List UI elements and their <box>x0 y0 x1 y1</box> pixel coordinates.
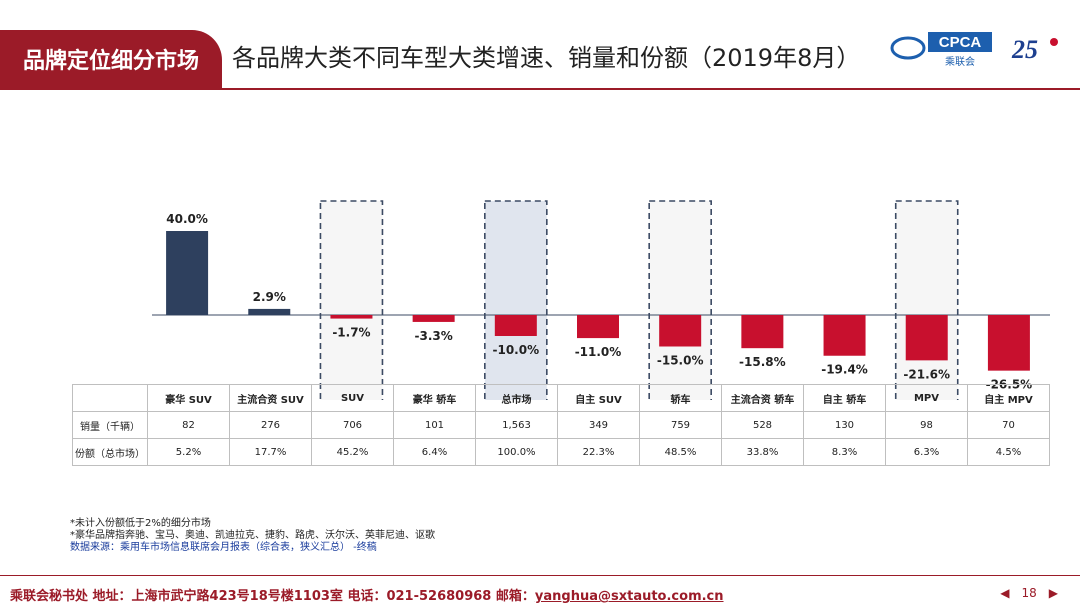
bar <box>412 315 455 322</box>
pager: ◀ 18 ▶ <box>1000 586 1058 600</box>
bar <box>823 315 866 356</box>
bar <box>741 315 784 349</box>
highlight-box <box>319 200 384 400</box>
table-cell: 101 <box>393 411 476 439</box>
bar <box>577 315 619 339</box>
data-label: -15.0% <box>657 354 704 368</box>
row-header: 份额（总市场） <box>72 438 148 466</box>
data-table: 豪华 SUV 主流合资 SUV SUV 豪华 轿车 总市场 自主 SUV 轿车 主流合资 轿车… <box>72 384 1050 466</box>
section-tag-label: 品牌定位细分市场 <box>22 49 199 74</box>
column-header: 主流合资 轿车 <box>721 384 804 412</box>
column-header: 豪华 轿车 <box>393 384 476 412</box>
table-cell: 4.5% <box>967 438 1050 466</box>
table-cell: 6.3% <box>885 438 968 466</box>
table-cell: 8.3% <box>803 438 886 466</box>
column-header: 自主 SUV <box>557 384 640 412</box>
column-header: 轿车 <box>639 384 722 412</box>
table-cell: 17.7% <box>229 438 312 466</box>
anniversary-number: 25 <box>1011 35 1038 64</box>
table-cell: 22.3% <box>557 438 640 466</box>
column-header: 豪华 SUV <box>147 384 230 412</box>
data-label: -3.3% <box>415 329 453 343</box>
footnote-1: *未计入份额低于2%的细分市场 <box>70 518 211 529</box>
footnotes: *未计入份额低于2%的细分市场 *豪华品牌指奔驰、宝马、奥迪、凯迪拉克、捷豹、路… <box>70 518 435 554</box>
column-header: SUV <box>311 384 394 412</box>
footer: 乘联会秘书处 地址：上海市武宁路423号18号楼1103室 电话：021-526… <box>0 581 1080 607</box>
table-cell: 70 <box>967 411 1050 439</box>
page-title: 各品牌大类不同车型大类增速、销量和份额（2019年8月） <box>232 44 861 72</box>
table-cell: 33.8% <box>721 438 804 466</box>
table-cell: 528 <box>721 411 804 439</box>
cpca-logo-sub: 乘联会 <box>945 55 975 68</box>
table-cell: 5.2% <box>147 438 230 466</box>
table-cell: 706 <box>311 411 394 439</box>
footer-email-link[interactable]: yanghua@sxtauto.com.cn <box>534 589 724 604</box>
bar <box>494 315 537 336</box>
next-page-icon[interactable]: ▶ <box>1048 586 1058 600</box>
data-label: -19.4% <box>821 363 868 377</box>
data-label: -1.7% <box>332 326 370 340</box>
data-label: -21.6% <box>903 367 950 381</box>
column-header: 总市场 <box>475 384 558 412</box>
prev-page-icon[interactable]: ◀ <box>1000 586 1010 600</box>
table-cell: 6.4% <box>393 438 476 466</box>
table-row: 销量（千辆） 82 276 706 101 1,563 349 759 528 130 98 70 <box>72 411 1050 439</box>
data-label: -10.0% <box>493 343 540 357</box>
data-source: 数据来源：乘用车市场信息联席会月报表（综合表，狭义汇总） -终稿 <box>70 542 377 553</box>
section-tag: 品牌定位细分市场 <box>0 30 222 88</box>
cpca-logo: CPCA 乘联会 <box>890 32 992 68</box>
table-cell: 276 <box>229 411 312 439</box>
data-label: 2.9% <box>253 290 286 304</box>
data-label: -15.8% <box>739 355 786 369</box>
table-cell: 48.5% <box>639 438 722 466</box>
cpca-logo-text: CPCA <box>939 34 982 51</box>
bar <box>248 308 291 315</box>
growth-bar-chart: 40.0% 2.9% -1.7% -3.3% -10.0% -11.0% -15.0% -15… <box>152 200 1050 400</box>
column-header: 主流合资 SUV <box>229 384 312 412</box>
header-divider <box>0 88 1080 90</box>
highlight-box <box>648 200 712 400</box>
bar <box>659 315 702 347</box>
footnote-2: *豪华品牌指奔驰、宝马、奥迪、凯迪拉克、捷豹、路虎、沃尔沃、英菲尼迪、讴歌 <box>70 530 435 541</box>
table-cell: 100.0% <box>475 438 558 466</box>
highlight-box <box>894 200 959 400</box>
cpca-swirl-icon <box>890 36 926 60</box>
bar <box>905 315 948 361</box>
table-row: 份额（总市场） 5.2% 17.7% 45.2% 6.4% 100.0% 22.3% 48.5… <box>72 438 1050 466</box>
bar <box>330 315 373 319</box>
table-cell: 1,563 <box>475 411 558 439</box>
table-cell: 349 <box>557 411 640 439</box>
row-header: 销量（千辆） <box>72 411 148 439</box>
table-cell: 82 <box>147 411 230 439</box>
table-cell: 45.2% <box>311 438 394 466</box>
column-header: 自主 轿车 <box>803 384 886 412</box>
table-corner-cell <box>72 384 148 412</box>
footer-address: 乘联会秘书处 地址：上海市武宁路423号18号楼1103室 电话：021-526… <box>10 589 535 604</box>
page-number: 18 <box>1021 586 1037 600</box>
column-header: 自主 MPV <box>967 384 1050 412</box>
data-label: 40.0% <box>166 212 208 226</box>
highlight-box <box>484 200 548 400</box>
table-header-row: 豪华 SUV 主流合资 SUV SUV 豪华 轿车 总市场 自主 SUV 轿车 主流合资 轿车… <box>72 384 1050 412</box>
anniversary-logo: 25 <box>1011 35 1058 64</box>
table-cell: 130 <box>803 411 886 439</box>
table-cell: 759 <box>639 411 722 439</box>
data-label: -11.0% <box>575 345 622 359</box>
column-header: MPV <box>885 384 968 412</box>
footer-divider <box>0 575 1080 576</box>
table-cell: 98 <box>885 411 968 439</box>
bar <box>166 231 209 315</box>
footer-contact: 乘联会秘书处 地址：上海市武宁路423号18号楼1103室 电话：021-526… <box>10 585 724 604</box>
bar <box>987 315 1030 371</box>
